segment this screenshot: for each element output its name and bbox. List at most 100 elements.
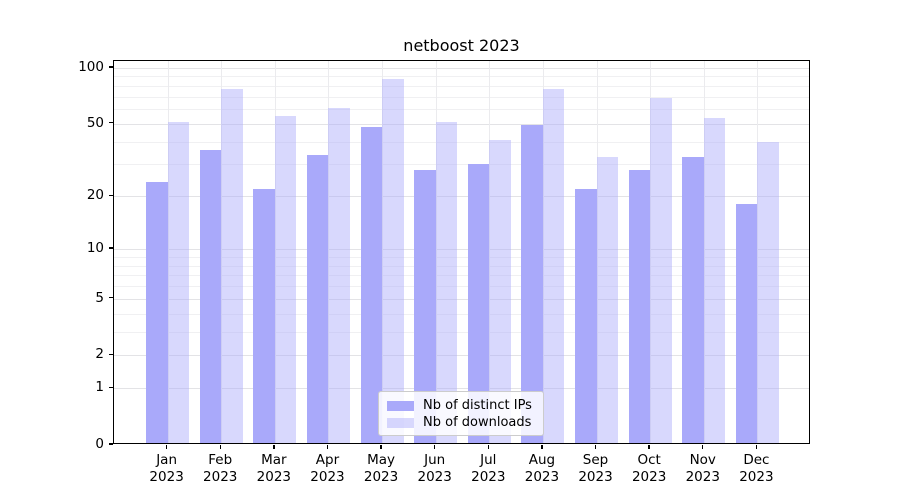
gridline-minor-40 [114,141,809,143]
x-tick-apr [326,444,329,449]
gridline-x-jul [489,61,491,443]
legend-label-downloads: Nb of downloads [423,415,532,430]
gridline-minor-3 [114,331,809,333]
gridline-x-dec [757,61,759,443]
gridline-major-50 [114,123,809,125]
bar-downloads-oct [650,97,672,443]
x-tick-label-nov: Nov 2023 [685,452,720,485]
x-tick-nov [702,444,704,449]
gridline-minor-9 [114,256,809,258]
gridline-x-jun [435,61,437,443]
gridline-major-20 [114,196,809,198]
legend-swatch-distinct-ips [387,400,414,411]
bar-downloads-may [382,79,404,443]
bar-downloads-sep [596,156,618,443]
x-tick-label-jul: Jul 2023 [471,452,506,485]
x-tick-label-dec: Dec 2023 [739,452,774,485]
bar-downloads-mar [274,116,297,443]
bar-downloads-jun [435,122,458,443]
gridline-minor-8 [114,265,809,267]
x-tick-label-oct: Oct 2023 [631,452,667,485]
bar-distinct-ips-mar [253,188,275,443]
plot-area [113,60,810,444]
bar-distinct-ips-dec [735,204,758,443]
x-tick-label-mar: Mar 2023 [256,452,292,485]
y-tick-label-20: 20 [86,187,104,204]
y-tick-label-100: 100 [78,58,104,75]
y-tick-0 [108,443,113,445]
y-tick-label-10: 10 [86,240,104,257]
y-tick-2 [108,353,113,355]
bar-downloads-dec [757,141,779,443]
gridline-major-2 [114,355,809,357]
bar-distinct-ips-aug [521,125,543,443]
gridline-minor-7 [114,275,809,277]
bar-downloads-apr [328,107,350,443]
legend-label-distinct-ips: Nb of distinct IPs [423,398,532,413]
legend-swatch-downloads [387,417,414,428]
bar-downloads-feb [221,89,243,443]
x-tick-aug [541,444,543,449]
x-tick-label-jun: Jun 2023 [417,452,452,485]
x-tick-label-sep: Sep 2023 [578,452,613,485]
bar-distinct-ips-apr [307,154,329,443]
y-tick-label-5: 5 [95,289,104,306]
gridline-major-1 [114,388,809,390]
bar-distinct-ips-jan [146,182,168,443]
x-tick-mar [273,444,275,449]
bar-downloads-aug [542,89,565,443]
x-tick-jun [433,444,436,449]
y-tick-5 [108,296,113,299]
x-tick-label-feb: Feb 2023 [203,452,238,485]
gridline-x-apr [328,61,330,443]
y-tick-label-1: 1 [95,379,104,396]
bar-distinct-ips-jun [414,169,436,443]
y-tick-100 [108,66,113,68]
chart-title: netboost 2023 [403,36,520,55]
bar-distinct-ips-nov [682,156,704,443]
gridline-minor-60 [114,109,809,111]
x-tick-jul [487,444,489,449]
gridline-major-100 [114,67,809,69]
gridline-major-10 [114,249,809,251]
legend-item-downloads: Nb of downloads [387,415,534,430]
bar-downloads-jan [167,122,190,443]
bar-distinct-ips-oct [628,169,651,443]
bar-downloads-jul [489,139,511,443]
x-tick-label-jan: Jan 2023 [149,452,184,485]
x-tick-feb [219,444,221,449]
y-tick-label-50: 50 [86,114,104,131]
y-tick-label-0: 0 [95,436,104,452]
y-tick-50 [108,122,113,124]
gridline-x-aug [542,61,544,443]
gridline-minor-70 [114,96,809,98]
gridline-x-feb [221,61,223,443]
legend-item-distinct-ips: Nb of distinct IPs [387,398,534,413]
gridline-x-nov [703,61,705,443]
x-tick-oct [648,444,650,449]
x-tick-jan [165,444,168,449]
x-tick-dec [755,444,758,449]
y-tick-1 [108,386,113,389]
gridline-x-jan [167,61,169,443]
x-tick-label-may: May 2023 [363,452,399,485]
gridline-x-mar [274,61,276,443]
x-tick-label-apr: Apr 2023 [310,452,345,485]
gridline-x-sep [596,61,598,443]
y-tick-label-2: 2 [95,346,104,363]
bar-distinct-ips-may [360,127,383,443]
x-tick-sep [594,444,597,449]
gridline-minor-6 [114,286,809,288]
gridline-major-5 [114,298,809,300]
gridline-minor-90 [114,76,809,78]
y-tick-10 [108,247,113,249]
x-tick-label-aug: Aug 2023 [524,452,560,485]
gridline-x-may [382,61,384,443]
bar-downloads-nov [703,117,726,443]
x-tick-may [380,444,382,449]
gridline-minor-4 [114,313,809,315]
bar-distinct-ips-sep [575,188,597,443]
gridline-minor-80 [114,86,809,87]
legend: Nb of distinct IPs Nb of downloads [378,391,544,436]
